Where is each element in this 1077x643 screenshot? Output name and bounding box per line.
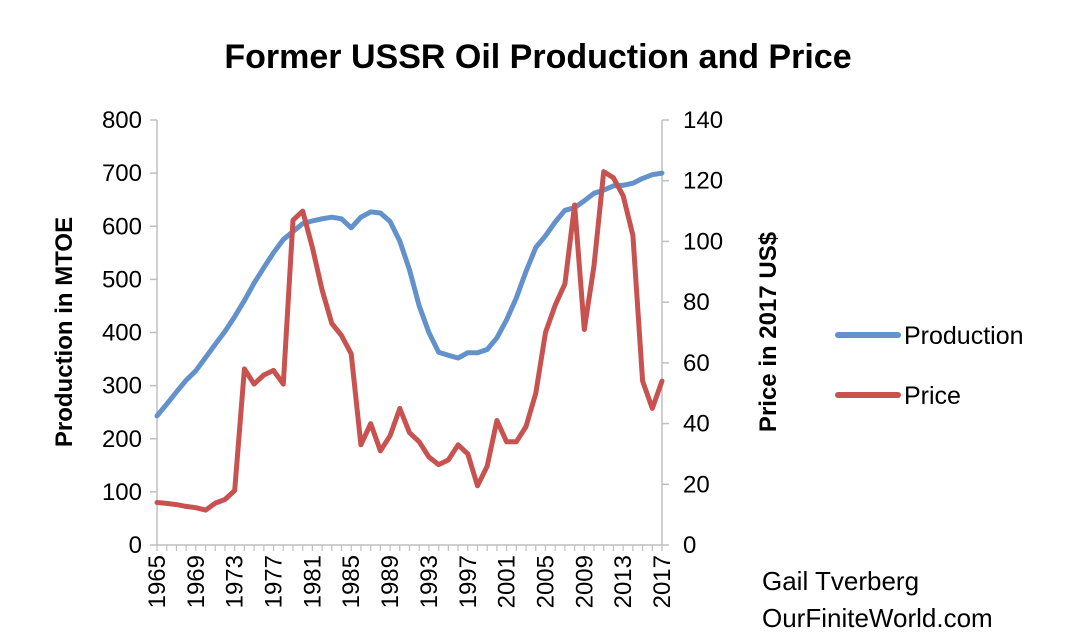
right-tick-label: 0 xyxy=(683,532,696,559)
x-tick-label: 1965 xyxy=(144,555,171,608)
left-tick-label: 0 xyxy=(129,532,142,559)
right-tick-label: 80 xyxy=(683,289,710,316)
right-tick-label: 60 xyxy=(683,350,710,377)
credit-author: Gail Tverberg xyxy=(762,566,919,596)
x-tick-label: 1993 xyxy=(416,555,443,608)
credit-site: OurFiniteWorld.com xyxy=(762,603,993,633)
series-layer xyxy=(154,169,665,513)
x-tick-label: 1989 xyxy=(377,555,404,608)
plot-area xyxy=(156,120,663,546)
x-tick-label: 2013 xyxy=(610,555,637,608)
right-tick-label: 100 xyxy=(683,228,723,255)
left-tick-label: 600 xyxy=(102,213,142,240)
left-tick-label: 800 xyxy=(102,107,142,134)
legend-label-production: Production xyxy=(904,322,1024,350)
right-tick-label: 20 xyxy=(683,471,710,498)
series-line-production xyxy=(154,170,665,419)
left-tick-label: 700 xyxy=(102,160,142,187)
series-line-price xyxy=(154,169,665,513)
left-tick-label: 500 xyxy=(102,266,142,293)
x-tick-label: 1981 xyxy=(299,555,326,608)
x-tick-label: 2009 xyxy=(571,555,598,608)
left-tick-label: 100 xyxy=(102,479,142,506)
left-tick-label: 300 xyxy=(102,373,142,400)
left-tick-label: 200 xyxy=(102,426,142,453)
right-axis-ticks: 0 20 40 60 80 100 120 140 xyxy=(662,107,723,559)
legend: Production Price xyxy=(835,322,1024,410)
x-tick-label: 1969 xyxy=(183,555,210,608)
x-tick-label: 1973 xyxy=(222,555,249,608)
x-tick-label: 1997 xyxy=(455,555,482,608)
x-tick-label: 2001 xyxy=(494,555,521,608)
right-tick-label: 140 xyxy=(683,107,723,134)
x-tick-label: 2017 xyxy=(649,555,676,608)
x-tick-label: 2005 xyxy=(532,555,559,608)
y-left-axis-title: Production in MTOE xyxy=(51,217,78,447)
legend-label-price: Price xyxy=(904,382,961,410)
chart-title: Former USSR Oil Production and Price xyxy=(224,38,851,76)
x-axis-ticks: 1965 1969 1973 1977 1981 1985 1989 1993 1997 2001… xyxy=(144,545,676,608)
right-tick-label: 120 xyxy=(683,168,723,195)
right-tick-label: 40 xyxy=(683,411,710,438)
left-axis-ticks: 0 100 200 300 400 500 600 700 800 xyxy=(102,107,157,559)
y-right-axis-title: Price in 2017 US$ xyxy=(755,231,782,432)
left-tick-label: 400 xyxy=(102,320,142,347)
x-tick-label: 1977 xyxy=(261,555,288,608)
x-tick-label: 1985 xyxy=(338,555,365,608)
